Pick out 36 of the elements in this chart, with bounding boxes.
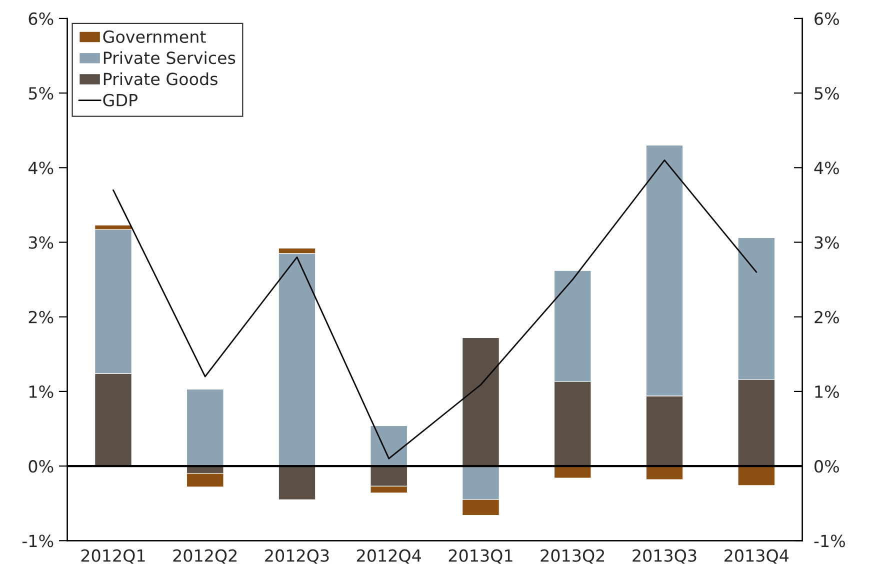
bar	[462, 337, 500, 466]
y-tick-label: 0%	[28, 460, 54, 473]
bar	[646, 466, 684, 480]
y2-tick-label: 0%	[814, 460, 839, 473]
y2-tick-label: 2%	[814, 310, 839, 324]
legend-label: Private Services	[104, 51, 236, 64]
x-tick-label: 2012Q2	[173, 549, 237, 564]
y-tick-label: 6%	[28, 12, 54, 26]
bar	[186, 388, 224, 466]
x-tick-label: 2012Q3	[265, 549, 329, 564]
y2-tick-label: -1%	[814, 534, 845, 548]
y-tick-label: 5%	[28, 87, 54, 100]
y-tick-label: 1%	[29, 385, 54, 398]
y-tick-label: 2%	[28, 310, 54, 324]
x-tick-label: 2013Q3	[632, 549, 696, 564]
x-tick-label: 2013Q2	[540, 549, 604, 564]
bar	[738, 466, 776, 486]
legend-label: Government	[103, 30, 206, 44]
bar	[370, 425, 408, 466]
legend-label: GDP	[103, 94, 138, 106]
y2-tick-label: 3%	[814, 236, 839, 249]
y2-tick-label: 1%	[815, 385, 839, 398]
y-tick-label: 4%	[28, 162, 54, 174]
bar	[554, 466, 592, 478]
y2-tick-label: 4%	[814, 162, 839, 174]
legend-label: Private Goods	[104, 72, 218, 86]
y-tick-label: -1%	[22, 534, 54, 548]
x-tick-label: 2012Q4	[357, 549, 422, 564]
y2-tick-label: 5%	[814, 87, 839, 100]
bar	[278, 466, 316, 500]
y-tick-label: 3%	[28, 236, 54, 249]
x-tick-label: 2012Q1	[81, 549, 145, 564]
x-tick-label: 2013Q1	[448, 549, 512, 564]
y2-tick-label: 6%	[814, 12, 839, 26]
line-series	[112, 160, 758, 460]
x-tick-label: 2013Q4	[724, 549, 789, 564]
